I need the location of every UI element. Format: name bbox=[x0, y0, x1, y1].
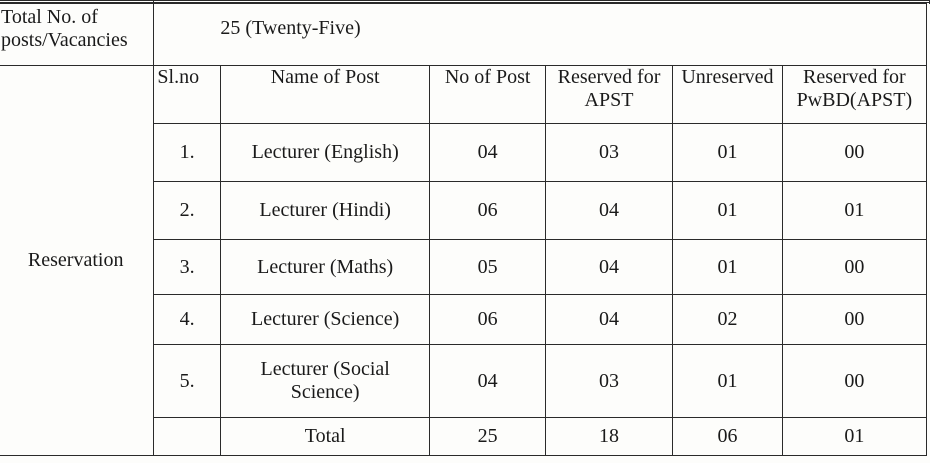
row-post-name: Lecturer (Science) bbox=[219, 294, 431, 345]
row-unreserved: 01 bbox=[672, 344, 783, 418]
header-slno: Sl.no bbox=[153, 65, 221, 124]
total-unreserved: 06 bbox=[672, 417, 783, 456]
total-label: Total bbox=[219, 417, 431, 456]
header-reserved-apst: Reserved for APST bbox=[544, 65, 674, 124]
total-posts-label-line1: Total No. of bbox=[1, 6, 98, 28]
table-row: 3. Lecturer (Maths) 05 04 01 00 bbox=[0, 239, 928, 295]
row-reserved-apst: 04 bbox=[544, 181, 674, 240]
row-reserved-pwbd: 00 bbox=[781, 344, 928, 418]
row-reserved-pwbd: 01 bbox=[781, 181, 928, 240]
row-slno: 3. bbox=[153, 239, 221, 295]
row-slno: 4. bbox=[153, 294, 221, 345]
column-tick bbox=[153, 0, 154, 4]
row-no-of-post: 06 bbox=[429, 181, 546, 240]
table-row: 1. Lecturer (English) 04 03 01 00 bbox=[0, 123, 928, 182]
header-no-of-post: No of Post bbox=[429, 65, 546, 124]
total-posts-value: 25 (Twenty-Five) bbox=[220, 17, 361, 39]
top-rule bbox=[0, 0, 930, 3]
row-unreserved: 01 bbox=[672, 239, 783, 295]
total-posts-label-cell: Total No. of posts/Vacancies bbox=[0, 3, 155, 66]
table-header-row: Reservation Sl.no Name of Post No of Pos… bbox=[0, 65, 928, 456]
row-unreserved: 02 bbox=[672, 294, 783, 345]
row-reserved-apst: 03 bbox=[544, 344, 674, 418]
row-post-name: Lecturer (Hindi) bbox=[219, 181, 431, 240]
total-posts-value-cell: 25 (Twenty-Five) bbox=[153, 3, 927, 66]
table-row: 4. Lecturer (Science) 06 04 02 00 bbox=[0, 294, 928, 345]
row-unreserved: 01 bbox=[672, 123, 783, 182]
total-no-of-post: 25 bbox=[429, 417, 546, 456]
row-reserved-apst: 04 bbox=[544, 294, 674, 345]
reservation-label: Reservation bbox=[27, 249, 124, 271]
row-reserved-pwbd: 00 bbox=[781, 123, 928, 182]
row-reserved-apst: 03 bbox=[544, 123, 674, 182]
row-post-name: Lecturer (Maths) bbox=[219, 239, 431, 295]
total-posts-label-line2: posts/Vacancies bbox=[1, 29, 128, 51]
row-no-of-post: 04 bbox=[429, 344, 546, 418]
row-reserved-pwbd: 00 bbox=[781, 239, 928, 295]
row-slno: 5. bbox=[153, 344, 221, 418]
row-post-name-line1: Lecturer (Social bbox=[260, 358, 390, 380]
vacancy-table: Total No. of posts/Vacancies 25 (Twenty-… bbox=[0, 3, 928, 456]
header-reserved-apst-line1: Reserved for bbox=[557, 66, 661, 89]
row-slno: 1. bbox=[153, 123, 221, 182]
row-slno: 2. bbox=[153, 181, 221, 240]
header-reserved-pwbd-line2: PwBD(APST) bbox=[796, 89, 913, 111]
total-reserved-pwbd: 01 bbox=[781, 417, 928, 456]
total-reserved-apst: 18 bbox=[544, 417, 674, 456]
row-no-of-post: 05 bbox=[429, 239, 546, 295]
total-posts-row: Total No. of posts/Vacancies 25 (Twenty-… bbox=[0, 3, 927, 66]
table-total-row: Total 25 18 06 01 bbox=[0, 417, 928, 456]
header-reserved-pwbd-line1: Reserved for bbox=[802, 66, 906, 89]
row-post-name: Lecturer (Social Science) bbox=[219, 344, 431, 418]
row-no-of-post: 04 bbox=[429, 123, 546, 182]
row-reserved-apst: 04 bbox=[544, 239, 674, 295]
header-unreserved: Unreserved bbox=[672, 65, 783, 124]
header-reserved-pwbd: Reserved for PwBD(APST) bbox=[781, 65, 928, 124]
table-row: 2. Lecturer (Hindi) 06 04 01 01 bbox=[0, 181, 928, 240]
row-unreserved: 01 bbox=[672, 181, 783, 240]
row-reserved-pwbd: 00 bbox=[781, 294, 928, 345]
reservation-label-cell: Reservation bbox=[0, 65, 155, 456]
row-post-name-line2: Science) bbox=[290, 381, 360, 403]
total-slno bbox=[153, 417, 221, 456]
row-no-of-post: 06 bbox=[429, 294, 546, 345]
header-name-of-post: Name of Post bbox=[219, 65, 431, 124]
row-post-name: Lecturer (English) bbox=[219, 123, 431, 182]
header-reserved-apst-line2: APST bbox=[584, 89, 634, 111]
